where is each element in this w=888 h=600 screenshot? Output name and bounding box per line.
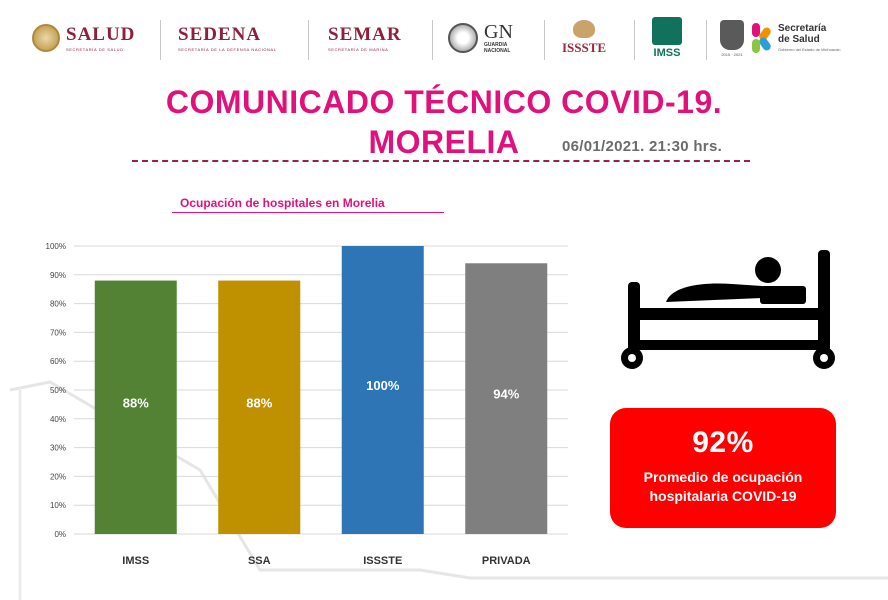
bar-imss [94,280,177,534]
bar-privada [465,263,548,534]
hospital-bed-icon [621,250,835,369]
issste-logo: ISSSTE [562,14,606,62]
bar-ssa [218,280,301,534]
semar-logo-name: SEMAR [328,23,402,45]
gn-logo-name: GN [484,21,513,43]
michoacan-shield-icon [720,19,744,50]
y-tick-label: 100% [46,242,66,251]
logo-separator [634,20,635,60]
sedena-logo-subtitle: SECRETARÍA DE LA DEFENSA NACIONAL [178,46,277,52]
y-tick-label: 70% [50,328,66,337]
salud-seal-icon [32,24,60,52]
data-label: 88% [123,395,149,410]
logo-separator [308,20,309,60]
average-occupancy-box: 92% Promedio de ocupación hospitalaria C… [610,408,836,528]
gn-logo-subtitle-2: NACIONAL [484,48,511,54]
y-tick-label: 20% [50,472,66,481]
y-tick-label: 60% [50,357,66,366]
y-tick-label: 80% [50,300,66,309]
y-tick-label: 10% [50,501,66,510]
x-tick-label: ISSSTE [363,555,402,567]
y-tick-label: 0% [54,530,66,539]
data-label: 88% [246,395,272,410]
logo-separator [544,20,545,60]
issste-emblem-icon [573,20,596,38]
y-tick-label: 30% [50,444,66,453]
salud-logo-subtitle: SECRETARÍA DE SALUD [66,46,124,52]
michoacan-logo-subtitle: 2015 · 2021 [721,51,743,57]
issste-logo-name: ISSSTE [562,40,607,55]
institution-logo-strip: SALUD SECRETARÍA DE SALUD SEDENA SECRETA… [0,0,888,80]
x-tick-label: PRIVADA [482,555,531,567]
y-tick-label: 40% [50,415,66,424]
page-title-line-2: MORELIA [368,124,520,160]
y-tick-label: 90% [50,271,66,280]
average-occupancy-value: 92% [692,426,754,459]
x-tick-label: IMSS [122,555,149,567]
salud-logo: SALUD SECRETARÍA DE SALUD [32,14,135,62]
gn-eagle-seal-icon [448,23,478,53]
imss-emblem-icon [652,17,682,45]
secretaria-logo-subtitle: Gobierno del Estado de Michoacán [778,47,841,52]
secretaria-logo-line-1: Secretaría [778,23,827,34]
gn-logo: GN GUARDIA NACIONAL [448,14,513,62]
semar-logo: SEMAR SECRETARÍA DE MARINA [328,14,402,62]
gn-logo-subtitle-1: GUARDIA [484,42,508,48]
x-tick-label: SSA [248,555,271,567]
salud-logo-name: SALUD [66,23,136,45]
michoacan-logo: 2015 · 2021 [720,14,744,62]
page-title-line-1: COMUNICADO TÉCNICO COVID-19. [165,84,723,120]
chart-title: Ocupación de hospitales en Morelia [180,196,385,210]
hospital-occupancy-bar-chart: 0% 10% 20% 30% 40% 50% 60% 70% 80% 90% 100% 88% IMSS… [46,242,568,567]
imss-logo-name: IMSS [653,47,681,59]
chart-title-underline [172,212,444,213]
secretaria-k-icon [752,23,773,53]
data-label: 94% [493,387,519,402]
secretaria-salud-logo: Secretaría de Salud Gobierno del Estado … [752,14,840,62]
bar-issste [341,246,424,534]
average-occupancy-label: Promedio de ocupación hospitalaria COVID… [643,469,803,504]
sedena-logo-name: SEDENA [178,23,262,45]
secretaria-logo-line-2: de Salud [778,33,820,45]
title-dashed-rule [132,160,750,162]
logo-separator [432,20,433,60]
imss-logo: IMSS [652,14,682,62]
semar-logo-subtitle: SECRETARÍA DE MARINA [328,46,389,52]
logo-separator [160,20,161,60]
logo-separator [706,20,707,60]
data-label: 100% [366,378,400,393]
sedena-logo: SEDENA SECRETARÍA DE LA DEFENSA NACIONAL [178,14,277,62]
report-datetime: 06/01/2021. 21:30 hrs. [562,138,723,155]
y-tick-label: 50% [50,386,66,395]
